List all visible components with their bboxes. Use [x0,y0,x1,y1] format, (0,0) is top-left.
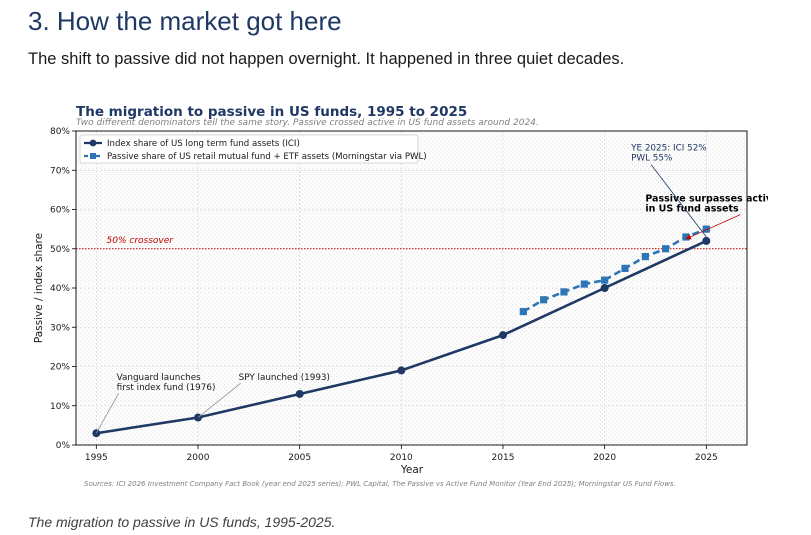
plot-area [76,131,747,445]
annotation-pointer-surpass [685,214,741,240]
y-tick-label: 80% [50,127,70,137]
data-point-pwl [662,245,670,253]
annotation-surpass-line-1: in US fund assets [645,204,739,215]
x-tick-label: 1995 [85,453,108,463]
chart-legend: Index share of US long term fund assets … [79,134,427,164]
data-point-pwl [702,225,710,233]
x-tick-label: 2000 [187,453,210,463]
data-point-ici [600,284,609,292]
annotation-ye2025-line-0: YE 2025: ICI 52% [630,144,707,154]
chart-title: The migration to passive in US funds, 19… [76,104,467,120]
legend-marker-pwl [90,153,96,159]
data-point-pwl [621,264,629,272]
y-axis-label: Passive / index share [33,233,45,343]
annotation-vanguard-line-0: Vanguard launches [117,373,202,383]
data-point-pwl [560,288,568,296]
series-line-1 [522,227,707,313]
source-note: Sources: ICI 2026 Investment Company Fac… [84,480,676,488]
annotation-ye2025-line-1: PWL 55% [631,154,672,164]
chart-figure: The migration to passive in US funds, 19… [28,100,768,500]
crossover-label: 50% crossover [107,236,175,246]
annotation-vanguard-line-1: first index fund (1976) [117,383,216,393]
y-tick-label: 50% [50,245,70,255]
x-tick-label: 2010 [390,453,413,463]
data-point-pwl [641,253,649,261]
data-point-ici [295,389,304,398]
annotation-pointer-vanguard [95,393,120,434]
annotation-spy-line-0: SPY launched (1993) [239,373,330,383]
chart-svg: The migration to passive in US funds, 19… [33,104,768,488]
legend-box [79,134,419,164]
axis-layer: 0% 10% 20% 30% 40% 50% 60% 70% 80% 1995 2000 2005 20… [50,127,718,463]
legend-label-pwl: Passive share of US retail mutual fund +… [107,152,427,162]
data-point-pwl [540,296,548,304]
section-intro: The shift to passive did not happen over… [28,50,625,68]
y-tick-label: 70% [50,166,70,176]
y-tick-label: 40% [50,284,70,294]
x-tick-label: 2005 [288,453,311,463]
data-point-pwl [682,233,690,241]
data-point-ici [702,236,711,245]
section-heading: 3. How the market got here [28,6,342,36]
annotation-pointer-spy [197,382,241,418]
data-point-ici [397,366,406,375]
figure-caption: The migration to passive in US funds, 19… [28,514,336,530]
annotation-surpass-line-0: Passive surpasses active [645,194,768,205]
y-tick-label: 10% [50,402,70,412]
data-point-ici [499,331,507,340]
y-tick-label: 20% [50,363,70,373]
data-point-pwl [519,307,527,316]
x-tick-label: 2015 [492,453,515,463]
x-tick-label: 2020 [593,453,616,463]
data-point-pwl [601,276,609,284]
legend-marker-ici [89,139,97,147]
data-point-pwl [580,280,588,288]
y-tick-label: 30% [50,323,70,333]
y-tick-label: 0% [56,441,71,451]
y-tick-label: 60% [50,206,70,216]
legend-label-ici: Index share of US long term fund assets … [107,139,300,149]
x-tick-label: 2025 [695,453,718,463]
x-axis-label: Year [400,464,424,476]
reference-layer: 50% crossover [76,236,747,250]
chart-subtitle: Two different denominators tell the same… [76,118,539,128]
annotation-pointer-ye2025 [650,164,707,238]
